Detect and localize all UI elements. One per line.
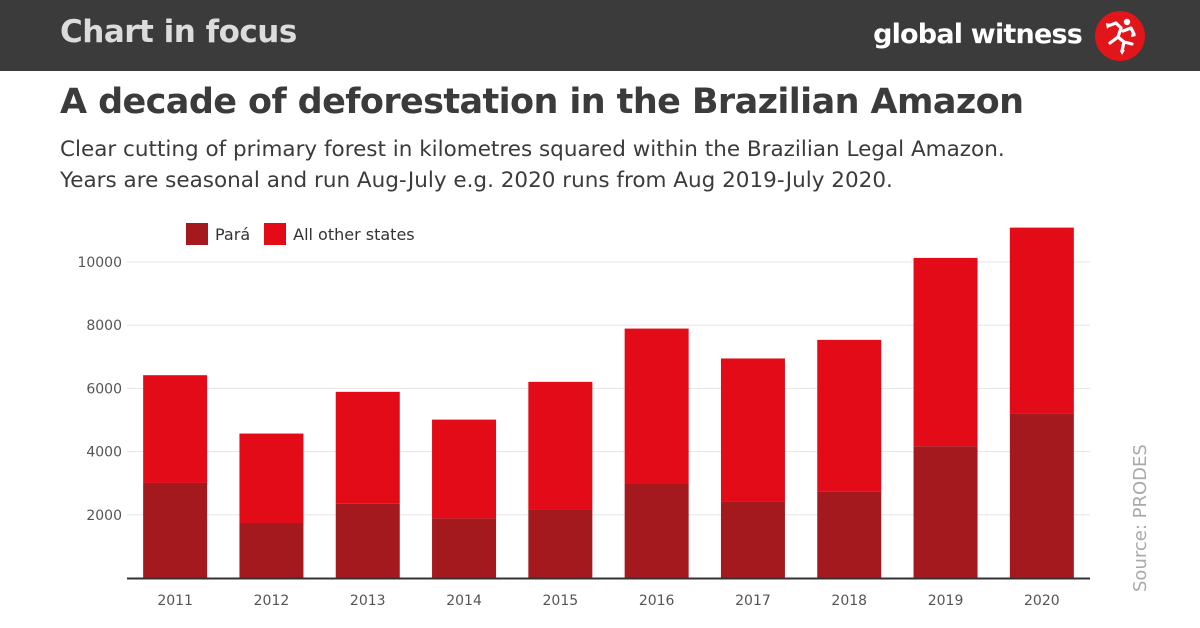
legend-swatch-other-states	[264, 223, 287, 245]
x-tick-label-2016: 2016	[639, 593, 675, 609]
bar-para-2015[interactable]	[528, 509, 593, 578]
y-tick-label-8000: 8000	[86, 318, 122, 334]
x-tick-label-2014: 2014	[446, 593, 482, 609]
legend-label-para: Pará	[215, 224, 251, 244]
bar-para-2011[interactable]	[143, 482, 208, 578]
bar-other-states-2019[interactable]	[913, 257, 978, 447]
x-tick-label-2017: 2017	[735, 593, 771, 609]
bar-other-states-2011[interactable]	[143, 375, 208, 483]
bar-para-2016[interactable]	[624, 483, 689, 578]
bar-para-2017[interactable]	[720, 501, 785, 578]
x-tick-label-2011: 2011	[157, 593, 193, 609]
x-tick-label-2019: 2019	[928, 593, 964, 609]
bar-other-states-2012[interactable]	[239, 433, 304, 523]
bar-other-states-2014[interactable]	[432, 419, 497, 519]
subtitle: Clear cutting of primary forest in kilom…	[60, 134, 1140, 196]
subtitle-line-1: Clear cutting of primary forest in kilom…	[60, 137, 1005, 162]
legend-item-para[interactable]: Pará	[186, 223, 250, 245]
legend-item-other-states[interactable]: All other states	[264, 223, 415, 245]
headline: A decade of deforestation in the Brazili…	[60, 82, 1024, 122]
y-tick-label-4000: 4000	[86, 445, 122, 461]
legend-swatch-para	[186, 223, 208, 245]
subtitle-line-2: Years are seasonal and run Aug-July e.g.…	[60, 168, 893, 193]
y-tick-label-10000: 10000	[77, 255, 122, 271]
source-note: Source: PRODES	[1130, 444, 1151, 592]
bar-other-states-2018[interactable]	[817, 339, 882, 492]
x-tick-label-2012: 2012	[254, 593, 290, 609]
bar-para-2018[interactable]	[817, 491, 882, 578]
x-tick-label-2013: 2013	[350, 593, 386, 609]
x-tick-label-2020: 2020	[1024, 593, 1060, 609]
bar-other-states-2017[interactable]	[720, 358, 785, 502]
x-tick-label-2018: 2018	[831, 593, 867, 609]
bar-para-2014[interactable]	[432, 518, 497, 578]
y-tick-label-6000: 6000	[86, 381, 122, 397]
brand-name[interactable]: global witness	[873, 19, 1083, 50]
section-label: Chart in focus	[60, 14, 297, 50]
bar-other-states-2013[interactable]	[335, 391, 400, 504]
bar-other-states-2016[interactable]	[624, 328, 689, 484]
bar-other-states-2015[interactable]	[528, 381, 593, 510]
chart-legend: Pará All other states	[186, 222, 429, 246]
bar-para-2020[interactable]	[1009, 413, 1074, 578]
legend-label-other-states: All other states	[293, 224, 415, 244]
header-bar: Chart in focus global witness	[0, 0, 1200, 71]
bar-para-2019[interactable]	[913, 446, 978, 578]
x-tick-label-2015: 2015	[543, 593, 579, 609]
running-figure-logo-icon[interactable]	[1094, 10, 1146, 62]
y-tick-label-2000: 2000	[86, 508, 122, 524]
bar-other-states-2020[interactable]	[1009, 227, 1074, 414]
bar-para-2012[interactable]	[239, 522, 304, 578]
bar-para-2013[interactable]	[335, 503, 400, 578]
